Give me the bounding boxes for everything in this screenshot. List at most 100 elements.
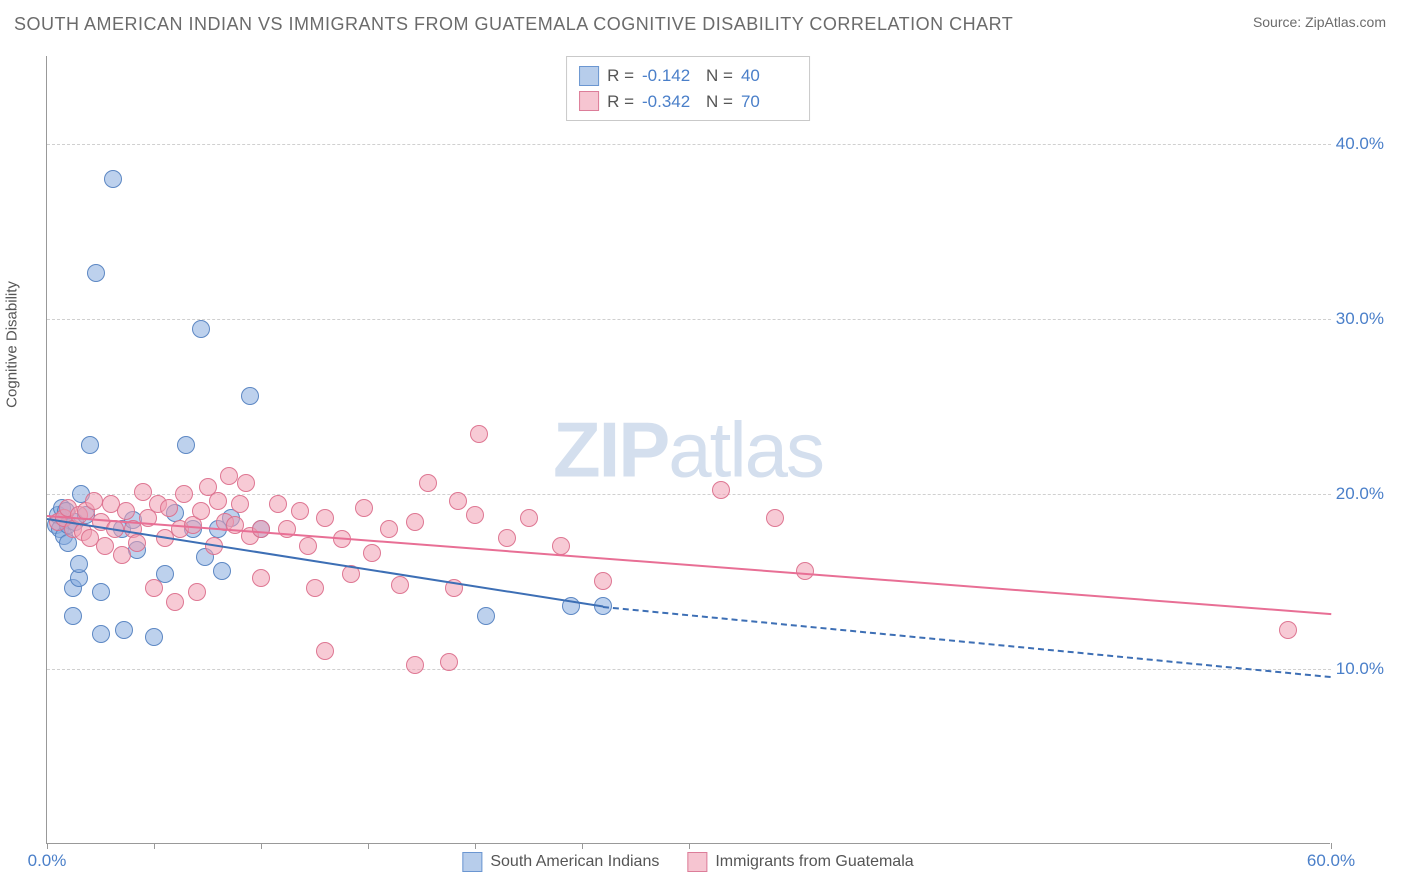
y-tick-label: 10.0%: [1336, 659, 1384, 679]
data-point: [145, 628, 163, 646]
data-point: [470, 425, 488, 443]
x-tick-label: 0.0%: [28, 851, 67, 871]
legend-stat-row: R = -0.342 N = 70: [579, 89, 797, 115]
chart-title: SOUTH AMERICAN INDIAN VS IMMIGRANTS FROM…: [14, 14, 1013, 35]
data-point: [96, 537, 114, 555]
gridline: [47, 319, 1331, 320]
data-point: [128, 534, 146, 552]
data-point: [177, 436, 195, 454]
data-point: [231, 495, 249, 513]
data-point: [117, 502, 135, 520]
legend-swatch-icon: [579, 91, 599, 111]
data-point: [391, 576, 409, 594]
y-tick-label: 30.0%: [1336, 309, 1384, 329]
n-value: 40: [741, 63, 797, 89]
x-tick-mark: [47, 843, 48, 849]
gridline: [47, 669, 1331, 670]
n-label: N =: [706, 63, 733, 89]
y-tick-label: 20.0%: [1336, 484, 1384, 504]
data-point: [175, 485, 193, 503]
regression-line: [603, 606, 1331, 678]
x-tick-mark: [154, 843, 155, 849]
x-tick-mark: [261, 843, 262, 849]
gridline: [47, 144, 1331, 145]
data-point: [192, 502, 210, 520]
data-point: [145, 579, 163, 597]
data-point: [498, 529, 516, 547]
legend-item: Immigrants from Guatemala: [687, 852, 913, 872]
data-point: [440, 653, 458, 671]
legend-correlation-box: R = -0.142 N = 40R = -0.342 N = 70: [566, 56, 810, 121]
legend-label: Immigrants from Guatemala: [715, 853, 913, 871]
data-point: [406, 656, 424, 674]
data-point: [363, 544, 381, 562]
x-tick-mark: [689, 843, 690, 849]
n-label: N =: [706, 89, 733, 115]
data-point: [796, 562, 814, 580]
data-point: [64, 607, 82, 625]
data-point: [113, 546, 131, 564]
source-attribution: Source: ZipAtlas.com: [1253, 14, 1386, 30]
data-point: [316, 509, 334, 527]
data-point: [188, 583, 206, 601]
data-point: [134, 483, 152, 501]
data-point: [92, 583, 110, 601]
legend-item: South American Indians: [462, 852, 659, 872]
y-tick-label: 40.0%: [1336, 134, 1384, 154]
data-point: [252, 569, 270, 587]
data-point: [466, 506, 484, 524]
data-point: [355, 499, 373, 517]
data-point: [406, 513, 424, 531]
data-point: [291, 502, 309, 520]
data-point: [1279, 621, 1297, 639]
data-point: [70, 555, 88, 573]
data-point: [241, 387, 259, 405]
data-point: [92, 625, 110, 643]
x-tick-mark: [368, 843, 369, 849]
data-point: [252, 520, 270, 538]
legend-label: South American Indians: [490, 853, 659, 871]
data-point: [419, 474, 437, 492]
y-axis-label: Cognitive Disability: [4, 281, 21, 408]
n-value: 70: [741, 89, 797, 115]
legend-swatch-icon: [687, 852, 707, 872]
data-point: [160, 499, 178, 517]
legend-swatch-icon: [579, 66, 599, 86]
legend-stat-row: R = -0.142 N = 40: [579, 63, 797, 89]
data-point: [269, 495, 287, 513]
data-point: [299, 537, 317, 555]
regression-line: [47, 518, 604, 608]
data-point: [87, 264, 105, 282]
data-point: [449, 492, 467, 510]
data-point: [166, 593, 184, 611]
data-point: [104, 170, 122, 188]
legend-series: South American Indians Immigrants from Gu…: [462, 852, 913, 872]
data-point: [766, 509, 784, 527]
data-point: [520, 509, 538, 527]
data-point: [594, 572, 612, 590]
data-point: [85, 492, 103, 510]
x-tick-label: 60.0%: [1307, 851, 1355, 871]
x-tick-mark: [582, 843, 583, 849]
data-point: [306, 579, 324, 597]
data-point: [380, 520, 398, 538]
r-label: R =: [607, 89, 634, 115]
data-point: [552, 537, 570, 555]
data-point: [220, 467, 238, 485]
data-point: [237, 474, 255, 492]
r-label: R =: [607, 63, 634, 89]
data-point: [316, 642, 334, 660]
regression-line: [47, 515, 1331, 615]
data-point: [712, 481, 730, 499]
r-value: -0.342: [642, 89, 698, 115]
data-point: [81, 436, 99, 454]
data-point: [209, 492, 227, 510]
data-point: [477, 607, 495, 625]
data-point: [115, 621, 133, 639]
x-tick-mark: [475, 843, 476, 849]
data-point: [213, 562, 231, 580]
chart-container: 10.0%20.0%30.0%40.0%0.0%60.0% Cognitive …: [46, 56, 1330, 844]
data-point: [192, 320, 210, 338]
x-tick-mark: [1331, 843, 1332, 849]
plot-area: 10.0%20.0%30.0%40.0%0.0%60.0%: [46, 56, 1330, 844]
